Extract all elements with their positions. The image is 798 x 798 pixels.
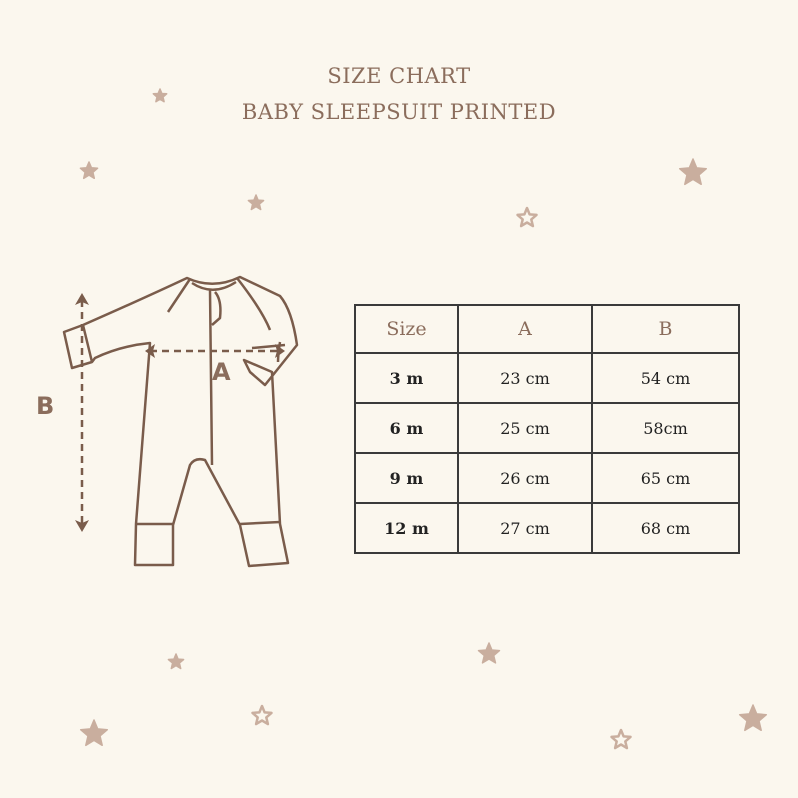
star-icon: [738, 704, 768, 732]
cell-b: 65 cm: [591, 452, 740, 504]
header-size: Size: [354, 304, 459, 354]
cell-b: 68 cm: [591, 502, 740, 554]
star-icon: [610, 728, 632, 750]
table-row: 12 m 27 cm 68 cm: [354, 502, 740, 554]
star-icon: [152, 88, 168, 103]
cell-size: 9 m: [354, 452, 459, 504]
header-b: B: [591, 304, 740, 354]
header-a: A: [457, 304, 593, 354]
star-icon: [167, 653, 185, 670]
title-line-1: SIZE CHART: [327, 64, 471, 88]
cell-b: 54 cm: [591, 352, 740, 404]
title-line-2: BABY SLEEPSUIT PRINTED: [241, 100, 557, 124]
table-row: 3 m 23 cm 54 cm: [354, 352, 740, 404]
table-header-row: Size A B: [354, 304, 740, 354]
table-row: 6 m 25 cm 58cm: [354, 402, 740, 454]
sleepsuit-illustration: [62, 275, 299, 568]
label-a: A: [212, 358, 231, 386]
measure-arrows: [80, 300, 280, 525]
star-icon: [678, 158, 708, 186]
cell-a: 25 cm: [457, 402, 593, 454]
star-icon: [79, 719, 109, 747]
star-icon: [79, 161, 99, 180]
star-icon: [247, 194, 265, 211]
star-icon: [477, 642, 501, 664]
star-icon: [251, 704, 273, 726]
cell-size: 6 m: [354, 402, 459, 454]
cell-a: 26 cm: [457, 452, 593, 504]
star-icon: [516, 206, 538, 228]
cell-b: 58cm: [591, 402, 740, 454]
cell-a: 23 cm: [457, 352, 593, 404]
cell-a: 27 cm: [457, 502, 593, 554]
label-b: B: [36, 392, 55, 420]
cell-size: 12 m: [354, 502, 459, 554]
cell-size: 3 m: [354, 352, 459, 404]
table-row: 9 m 26 cm 65 cm: [354, 452, 740, 504]
